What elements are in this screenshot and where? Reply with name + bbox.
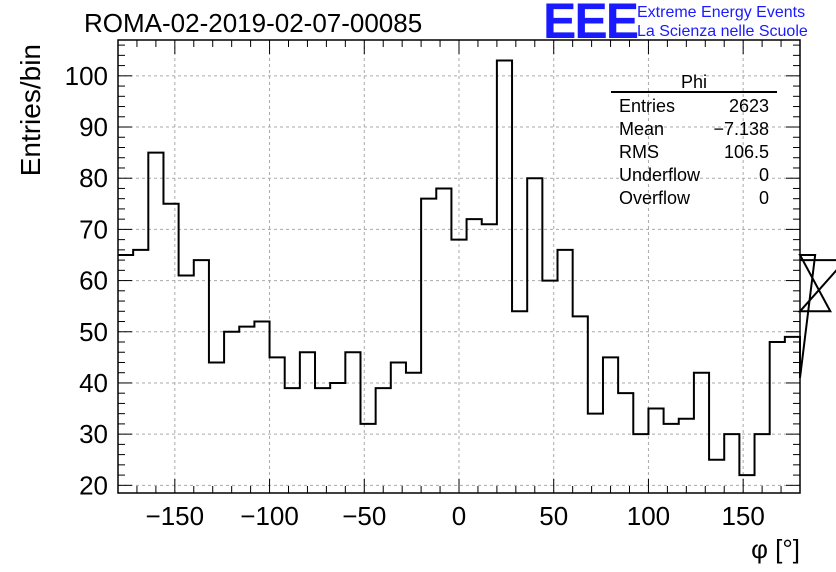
y-tick-label: 30 bbox=[79, 419, 108, 449]
stats-value: 2623 bbox=[728, 96, 769, 116]
x-tick-label: 150 bbox=[721, 501, 764, 531]
stats-row-underflow: Underflow 0 bbox=[611, 164, 777, 187]
y-tick-label: 100 bbox=[65, 61, 108, 91]
logo-line-2: La Scienza nelle Scuole bbox=[637, 23, 808, 40]
chart-title: ROMA-02-2019-02-07-00085 bbox=[84, 8, 423, 38]
x-tick-label: −50 bbox=[342, 501, 386, 531]
eee-logo: EEE bbox=[543, 0, 639, 49]
stats-label: Entries bbox=[619, 96, 676, 116]
stats-row-mean: Mean −7.138 bbox=[611, 118, 777, 141]
y-tick-label: 40 bbox=[79, 368, 108, 398]
y-tick-label: 50 bbox=[79, 317, 108, 347]
stats-value: 106.5 bbox=[723, 142, 769, 162]
stats-row-entries: Entries 2623 bbox=[611, 95, 777, 118]
stats-value: −7.138 bbox=[713, 119, 769, 139]
stats-title: Phi bbox=[680, 72, 707, 92]
stats-label: Underflow bbox=[619, 165, 701, 185]
stats-row-overflow: Overflow 0 bbox=[611, 187, 777, 210]
y-tick-label: 60 bbox=[79, 266, 108, 296]
stats-row-rms: RMS 106.5 bbox=[611, 141, 777, 164]
y-tick-label: 70 bbox=[79, 214, 108, 244]
x-tick-label: −150 bbox=[146, 501, 205, 531]
x-tick-label: 0 bbox=[452, 501, 466, 531]
stats-value: 0 bbox=[758, 188, 769, 208]
axes: −150 −100 −50 0 50 100 150 20 30 40 50 60 70 80 90 100 bbox=[65, 39, 801, 531]
logo-line-1: Extreme Energy Events bbox=[637, 4, 806, 21]
logo-text: Extreme Energy Events La Scienza nelle S… bbox=[637, 3, 808, 41]
x-tick-label: 100 bbox=[627, 501, 670, 531]
stats-box: Phi Entries 2623 Mean −7.138 RMS 106.5 U… bbox=[611, 73, 777, 210]
x-axis-label: φ [°] bbox=[751, 534, 800, 564]
x-tick-label: −100 bbox=[240, 501, 299, 531]
stats-label: RMS bbox=[619, 142, 659, 162]
y-tick-label: 90 bbox=[79, 112, 108, 142]
x-tick-label: 50 bbox=[539, 501, 568, 531]
y-tick-label: 20 bbox=[79, 470, 108, 500]
stats-label: Overflow bbox=[619, 188, 691, 208]
y-tick-label: 80 bbox=[79, 163, 108, 193]
stats-divider bbox=[611, 91, 777, 93]
stats-value: 0 bbox=[758, 165, 769, 185]
histogram-outline bbox=[118, 59, 836, 477]
stats-label: Mean bbox=[619, 119, 665, 139]
y-axis-label: Entries/bin bbox=[15, 44, 46, 176]
